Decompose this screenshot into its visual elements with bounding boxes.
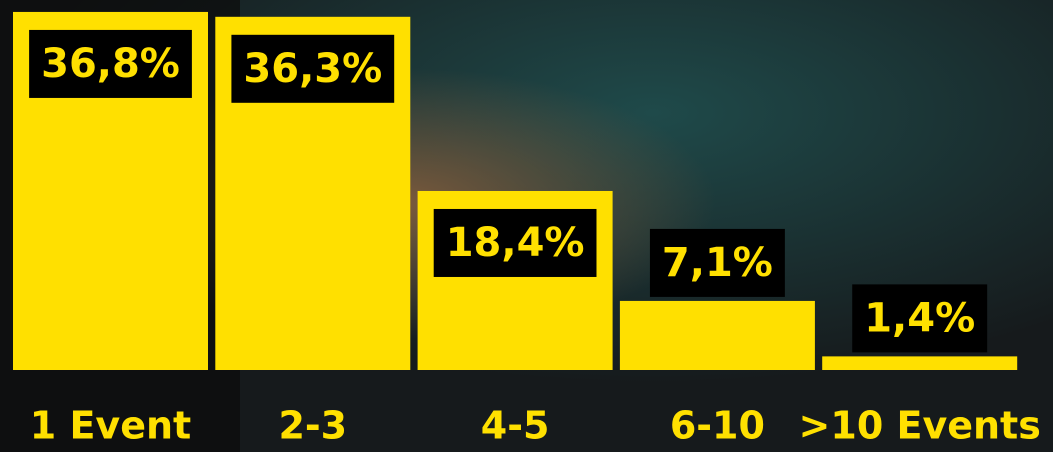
- x-tick-label: >10 Events: [799, 404, 1041, 448]
- value-label-box: [29, 29, 192, 98]
- value-label: 7,1%: [662, 240, 773, 286]
- value-label: 1,4%: [864, 295, 975, 341]
- x-tick-label: 1 Event: [30, 404, 191, 448]
- x-tick-label: 6-10: [670, 404, 765, 448]
- value-label-box: [433, 208, 597, 277]
- value-label-box: [231, 34, 395, 103]
- x-tick-label: 2-3: [278, 404, 347, 448]
- value-label: 18,4%: [446, 220, 585, 266]
- value-label: 36,3%: [243, 46, 382, 92]
- value-label-box: [852, 284, 988, 353]
- bar: [619, 300, 815, 370]
- value-label-box: [649, 228, 785, 297]
- value-label: 36,8%: [41, 41, 180, 87]
- bar: [822, 356, 1018, 370]
- x-tick-label: 4-5: [481, 404, 550, 448]
